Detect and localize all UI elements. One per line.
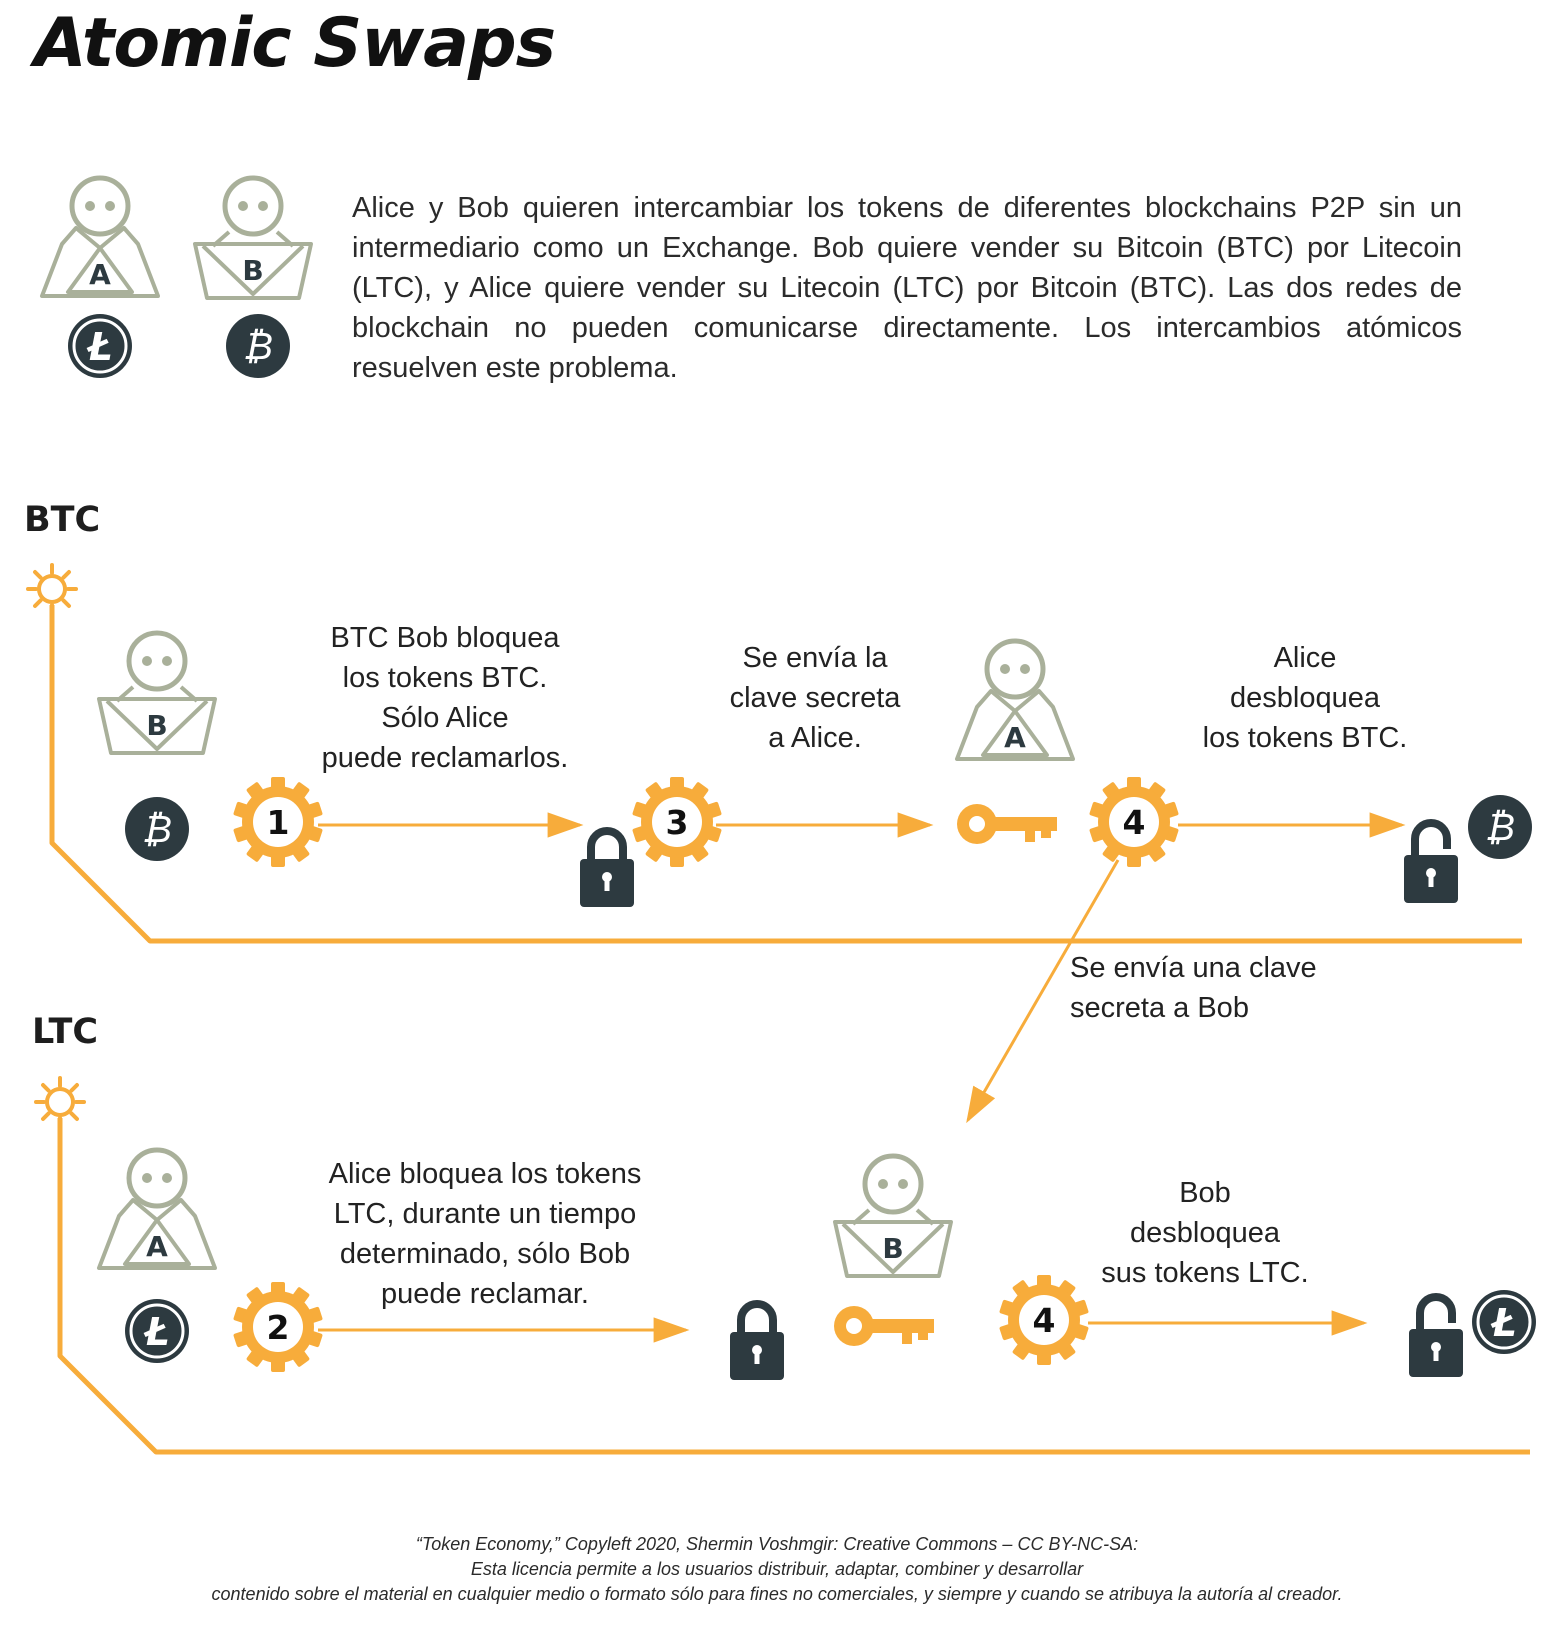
step-number-2: 2 [267,1308,290,1347]
license-footer: “Token Economy,” Copyleft 2020, Shermin … [211,1534,1343,1604]
intro-text: Alice y Bob quieren intercambiar los tok… [352,192,1462,384]
step2-text: Alice bloquea los tokens LTC, durante un … [328,1158,642,1310]
bitcoin-icon [125,797,189,861]
person-icon [42,178,158,296]
step4-ltc-text: Bob desbloquea sus tokens LTC. [1101,1177,1309,1289]
bitcoin-icon [226,314,290,378]
litecoin-icon [66,312,134,380]
person-icon [195,178,311,298]
lock-icon [580,831,634,907]
key-icon [957,804,1057,844]
page-title: Atomic Swaps [34,4,556,83]
unlock-icon [1409,1297,1463,1377]
unlock-icon [1404,823,1458,903]
gear-icon: 3 [632,777,722,867]
person-icon [835,1156,951,1276]
gear-icon: 2 [233,1282,323,1372]
sun-icon [34,1076,86,1128]
lock-icon [730,1304,784,1380]
btc-timeline [49,605,1522,944]
step3-text: Se envía la clave secreta a Alice. [729,642,901,754]
ltc-chain-label: LTC [32,1012,99,1052]
step-number-4: 4 [1033,1301,1056,1340]
person-icon [99,633,215,753]
step1-text: BTC Bob bloquea los tokens BTC. Sólo Alice… [321,622,569,774]
sun-icon [26,563,78,615]
step-number-3: 3 [666,803,689,842]
ltc-timeline [57,1118,1530,1455]
bitcoin-icon [1468,795,1532,859]
step-number-1: 1 [267,803,290,842]
litecoin-icon [1470,1288,1538,1356]
gear-icon: 4 [1089,777,1179,867]
key-icon [834,1306,934,1346]
person-icon [957,641,1073,759]
litecoin-icon [123,1297,191,1365]
gear-icon: 1 [233,777,323,867]
gear-icon: 4 [999,1275,1089,1365]
btc-chain-label: BTC [24,500,101,540]
send-key-bob-text: Se envía una clave secreta a Bob [1070,952,1317,1024]
step4-btc-text: Alice desbloquea los tokens BTC. [1202,642,1408,754]
step-number-4: 4 [1123,803,1146,842]
person-icon [99,1150,215,1268]
arrow-icon [966,859,1120,1124]
